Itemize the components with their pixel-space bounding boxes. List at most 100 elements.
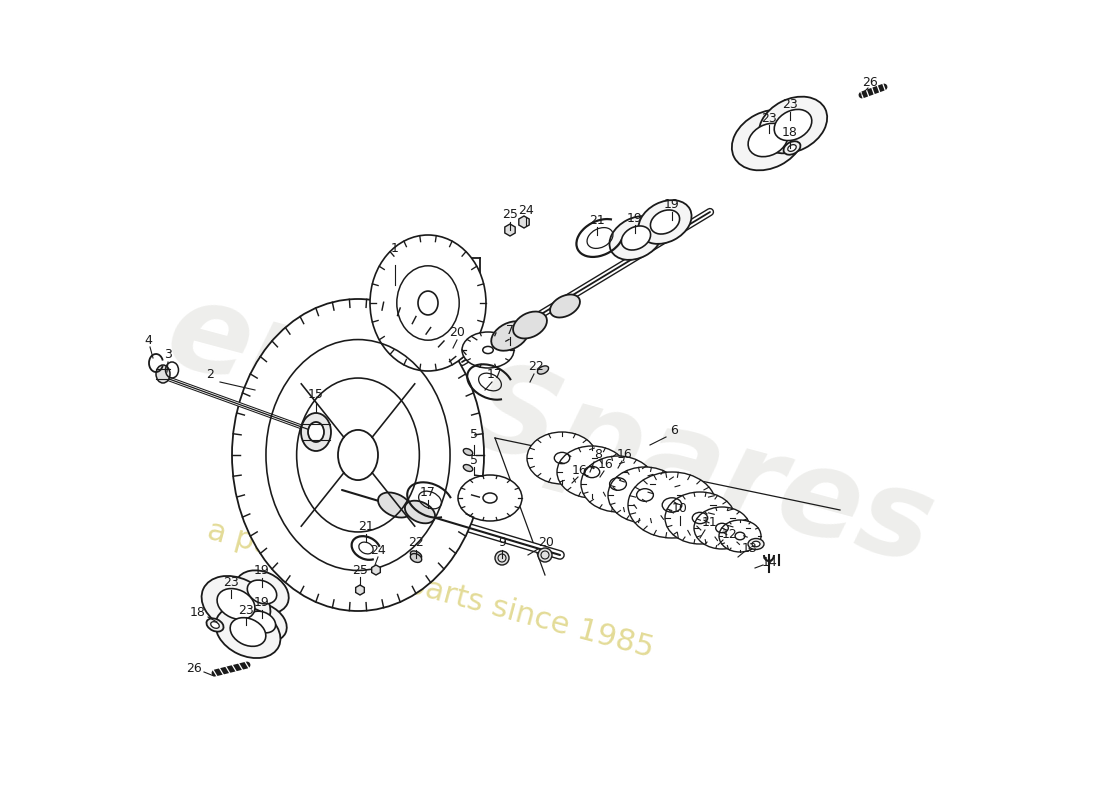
Ellipse shape [238, 602, 287, 642]
Ellipse shape [748, 538, 764, 550]
Text: 3: 3 [164, 349, 172, 362]
Ellipse shape [748, 123, 788, 157]
Ellipse shape [759, 97, 827, 154]
Ellipse shape [248, 580, 277, 604]
Ellipse shape [301, 413, 331, 451]
Text: 4: 4 [144, 334, 152, 346]
Ellipse shape [463, 465, 473, 471]
Ellipse shape [232, 299, 484, 611]
Text: 10: 10 [672, 502, 688, 514]
Ellipse shape [538, 366, 549, 374]
Text: 5: 5 [470, 429, 478, 442]
Ellipse shape [774, 110, 812, 141]
Text: 13: 13 [742, 542, 758, 554]
Text: 11: 11 [702, 517, 718, 530]
Text: 20: 20 [538, 537, 554, 550]
Ellipse shape [410, 551, 421, 559]
Ellipse shape [308, 422, 324, 442]
Ellipse shape [405, 501, 436, 523]
Text: 19: 19 [627, 211, 642, 225]
Text: 19: 19 [254, 563, 270, 577]
Ellipse shape [156, 365, 170, 383]
Text: 12: 12 [722, 529, 738, 542]
Text: 16: 16 [617, 449, 632, 462]
Ellipse shape [492, 322, 529, 350]
Ellipse shape [458, 475, 522, 521]
Ellipse shape [370, 235, 486, 371]
Text: 21: 21 [590, 214, 605, 226]
Text: 23: 23 [761, 111, 777, 125]
Text: 7: 7 [506, 323, 514, 337]
Text: 2: 2 [206, 369, 213, 382]
Ellipse shape [527, 432, 597, 484]
Text: euroSpares: euroSpares [154, 271, 946, 589]
Ellipse shape [752, 542, 760, 546]
Text: 24: 24 [370, 543, 386, 557]
Text: 14: 14 [762, 555, 778, 569]
Ellipse shape [230, 618, 266, 646]
Circle shape [495, 551, 509, 565]
Ellipse shape [463, 449, 473, 455]
Ellipse shape [666, 492, 735, 544]
Ellipse shape [732, 110, 804, 170]
Text: a passion for parts since 1985: a passion for parts since 1985 [204, 516, 657, 664]
Text: 17: 17 [487, 369, 503, 382]
Text: 22: 22 [528, 361, 543, 374]
Ellipse shape [201, 576, 271, 632]
Text: 25: 25 [352, 563, 367, 577]
Ellipse shape [217, 589, 255, 619]
Polygon shape [505, 224, 515, 236]
Ellipse shape [628, 472, 716, 538]
Ellipse shape [207, 618, 223, 632]
Ellipse shape [513, 311, 547, 338]
Text: 16: 16 [572, 463, 587, 477]
Text: 26: 26 [186, 662, 202, 674]
Polygon shape [355, 585, 364, 595]
Text: 23: 23 [223, 577, 239, 590]
Ellipse shape [235, 570, 288, 614]
Text: 23: 23 [782, 98, 797, 111]
Text: 25: 25 [502, 209, 518, 222]
Text: 26: 26 [862, 75, 878, 89]
Text: 23: 23 [238, 603, 254, 617]
Ellipse shape [719, 520, 761, 552]
Text: 16: 16 [598, 458, 614, 471]
Ellipse shape [211, 622, 219, 628]
Text: 22: 22 [408, 537, 424, 550]
Ellipse shape [694, 507, 750, 549]
Text: 24: 24 [518, 203, 534, 217]
Ellipse shape [216, 606, 280, 658]
Ellipse shape [609, 216, 662, 260]
Text: 5: 5 [470, 454, 478, 466]
Text: 21: 21 [359, 521, 374, 534]
Text: 8: 8 [594, 449, 602, 462]
Ellipse shape [783, 142, 801, 154]
Ellipse shape [338, 430, 378, 480]
Ellipse shape [378, 493, 412, 518]
Text: 18: 18 [782, 126, 797, 139]
Circle shape [538, 548, 552, 562]
Ellipse shape [410, 554, 421, 562]
Text: 18: 18 [190, 606, 206, 618]
Text: 20: 20 [449, 326, 465, 339]
Ellipse shape [462, 332, 514, 368]
Text: 1: 1 [392, 242, 399, 254]
Polygon shape [519, 216, 529, 228]
Ellipse shape [621, 226, 650, 250]
Ellipse shape [638, 200, 692, 244]
Text: 9: 9 [498, 537, 506, 550]
Ellipse shape [249, 611, 276, 633]
Ellipse shape [557, 446, 627, 498]
Text: 19: 19 [664, 198, 680, 211]
Ellipse shape [650, 210, 680, 234]
Text: 19: 19 [254, 597, 270, 610]
Ellipse shape [608, 467, 682, 523]
Ellipse shape [788, 145, 796, 151]
Ellipse shape [418, 291, 438, 315]
Polygon shape [372, 565, 381, 575]
Text: 17: 17 [420, 486, 436, 499]
Text: 6: 6 [670, 423, 678, 437]
Text: 15: 15 [308, 389, 323, 402]
Ellipse shape [550, 294, 580, 318]
Ellipse shape [581, 456, 654, 512]
